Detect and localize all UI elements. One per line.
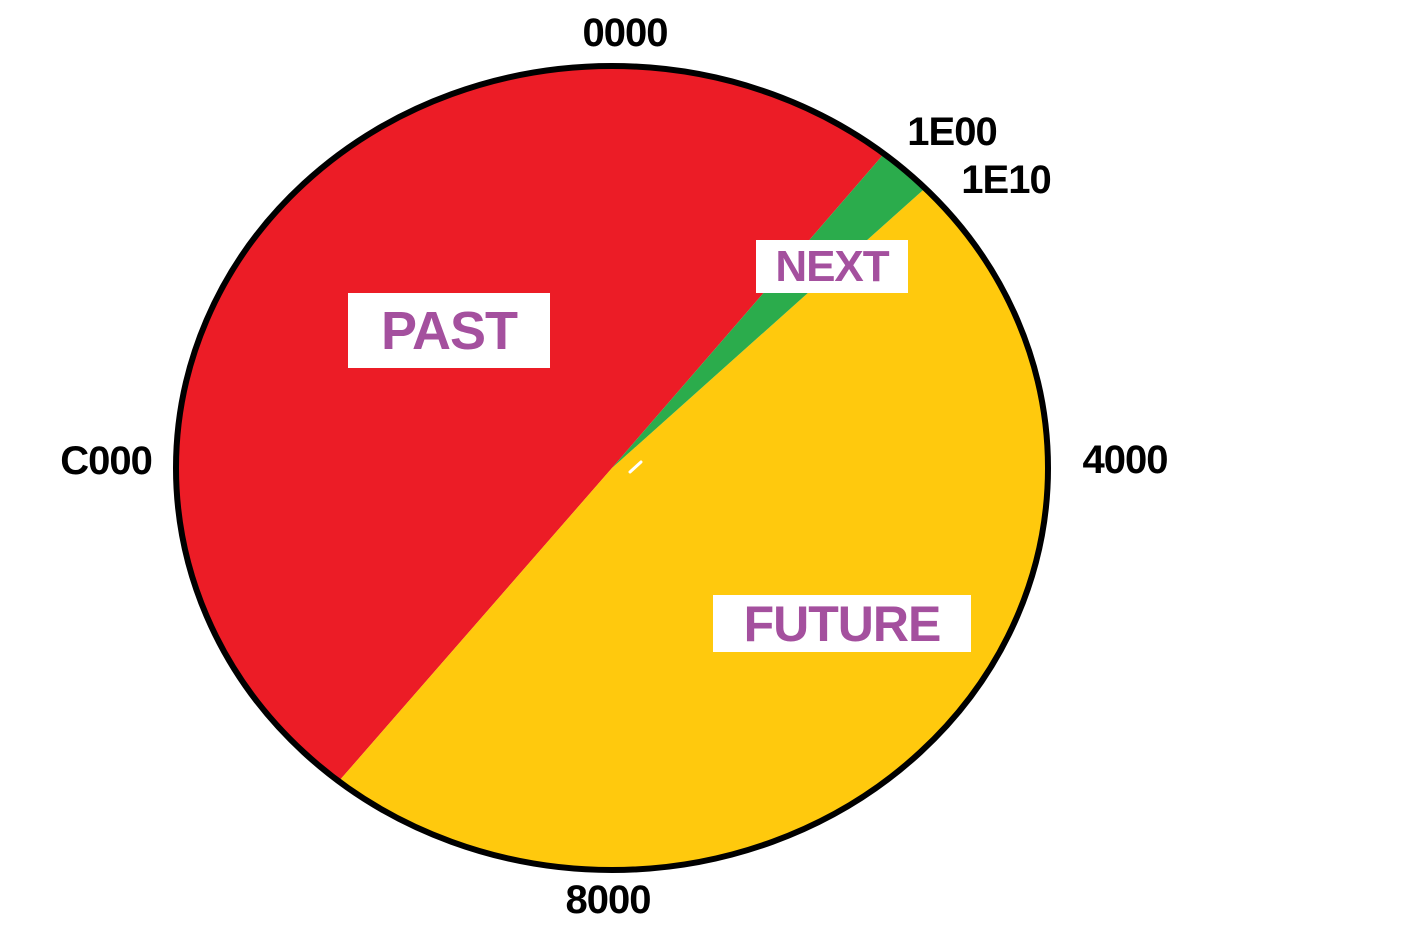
pie-slice-next — [612, 153, 926, 469]
circle-outline — [173, 63, 1051, 873]
past-label: PAST — [348, 293, 550, 368]
center-tick-mark — [628, 460, 643, 474]
tick-label-4000: 4000 — [1082, 438, 1169, 482]
next-label: NEXT — [756, 240, 908, 293]
tick-label-8000: 8000 — [565, 878, 652, 922]
tick-label-0000: 0000 — [582, 11, 669, 55]
tick-label-1e10: 1E10 — [961, 158, 1051, 202]
future-label: FUTURE — [713, 595, 971, 652]
tick-label-c000: C000 — [60, 439, 153, 483]
pie-slices — [175, 65, 1049, 871]
tick-label-1e00: 1E00 — [907, 110, 997, 154]
pie-slice-future — [338, 188, 1049, 871]
pie-slice-past — [175, 65, 884, 782]
